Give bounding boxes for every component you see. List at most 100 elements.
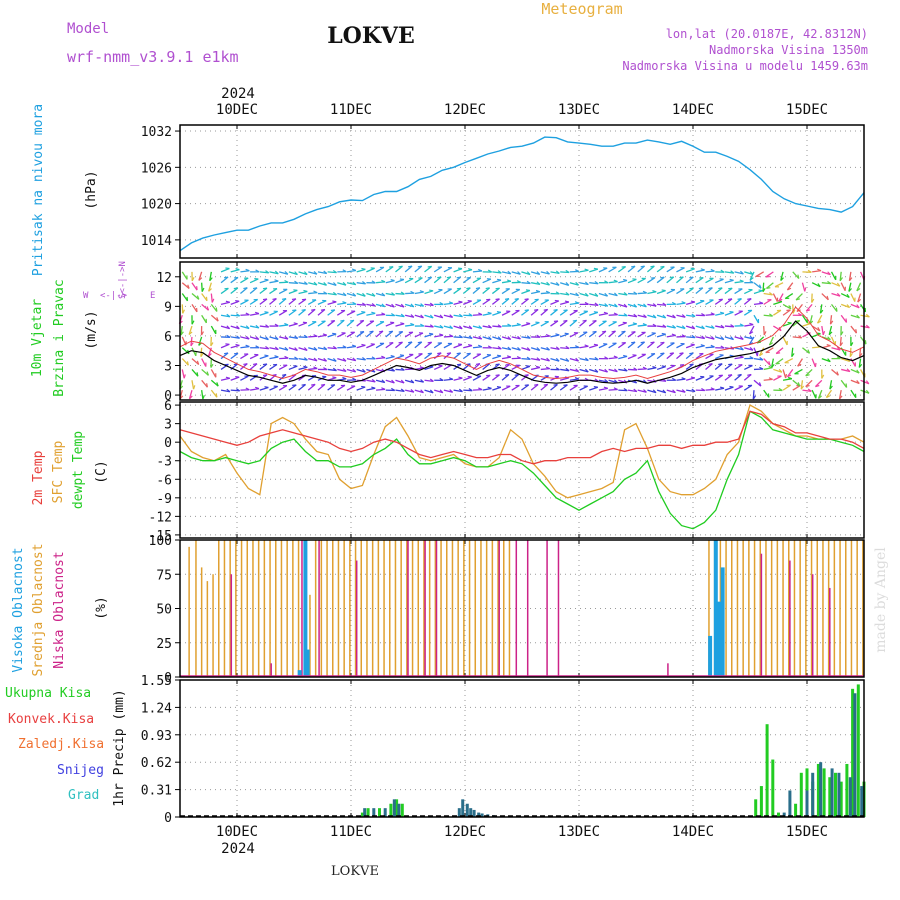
wind-arrow	[269, 374, 277, 381]
wind-arrow-head	[524, 298, 529, 301]
cloud-ytick-label: 100	[149, 534, 172, 549]
wind-arrow-head	[690, 300, 695, 303]
wind-arrow-head	[439, 389, 444, 394]
wind-arrow	[346, 292, 356, 297]
wind-arrow-head	[603, 386, 608, 389]
total-rain-bars	[360, 684, 866, 817]
wind-arrow	[686, 389, 696, 393]
wind-arrow	[492, 279, 502, 284]
compass-legend: S<-|->N W <-|-> E	[83, 261, 155, 301]
wind-arrow	[840, 282, 846, 292]
wind-arrow	[705, 277, 714, 284]
wind-arrow-head	[805, 374, 810, 377]
wind-arrow-head	[245, 325, 250, 329]
wind-arrow	[715, 325, 725, 329]
wind-arrow-head	[839, 395, 843, 400]
total-rain-bar	[754, 799, 758, 817]
wind-arrow-head	[410, 290, 415, 294]
wind-arrow-head	[514, 298, 519, 300]
wind-arrow	[269, 363, 278, 370]
wind-arrow	[784, 293, 794, 300]
wind-arrow	[463, 376, 472, 381]
wind-arrow-head	[323, 367, 328, 371]
wind-arrow-head	[536, 271, 541, 275]
wind-arrow-head	[681, 377, 686, 380]
wind-arrow-head	[652, 314, 657, 319]
wind-arrow	[230, 352, 239, 360]
wind-arrow-head	[752, 395, 756, 400]
wind-arrow-head	[206, 306, 210, 311]
wind-arrow	[366, 379, 376, 383]
total-rain-bar	[851, 688, 855, 817]
wind-arrow	[501, 288, 511, 295]
wind-arrow-head	[340, 319, 345, 322]
wind-arrow	[259, 363, 268, 370]
wind-arrow	[356, 303, 366, 306]
wind-arrow-head	[759, 357, 764, 361]
wind-arrow	[472, 277, 482, 284]
wind-arrow-head	[496, 278, 502, 281]
wind-arrow	[579, 310, 588, 316]
temp-ylabel-sfc: SFC Temp	[51, 441, 66, 504]
wind-arrow-head	[245, 268, 250, 272]
precipitation-ytick-label: 0.62	[141, 756, 172, 771]
wind-arrow	[346, 282, 356, 286]
wind-arrow-head	[766, 287, 771, 290]
wind-arrow	[376, 281, 386, 284]
year-top: 2024	[221, 86, 255, 102]
wind-arrow	[589, 386, 598, 391]
wind-arrow	[666, 314, 676, 319]
wind-arrow-head	[563, 384, 568, 386]
wind-arrow-head	[565, 357, 570, 362]
wind-arrow	[685, 325, 695, 330]
wind-ytick-label: 9	[164, 300, 172, 315]
low-cloud-bar	[760, 553, 763, 677]
wind-arrow-head	[235, 300, 240, 302]
wind-arrow-head	[846, 293, 850, 298]
wind-arrow-head	[691, 334, 696, 339]
wind-arrow	[472, 375, 482, 381]
wind-arrow-head	[362, 302, 366, 306]
wind-arrow	[656, 276, 665, 284]
mid-cloud-bar	[446, 540, 448, 677]
wind-arrow	[792, 319, 801, 327]
snow-bar	[819, 762, 823, 817]
wind-arrow-head	[186, 361, 189, 366]
mid-cloud-bar	[337, 540, 340, 677]
mid-cloud-bar	[799, 540, 801, 677]
wind-arrow	[856, 282, 862, 292]
wind-arrow	[308, 367, 318, 371]
wind-arrow	[608, 342, 617, 349]
wind-arrow-head	[739, 346, 744, 351]
wind-arrow	[734, 356, 744, 360]
day-label-bottom: 14DEC	[672, 824, 714, 840]
wind-arrow-head	[546, 270, 550, 275]
wind-arrow-head	[456, 352, 461, 355]
wind-arrow-head	[807, 269, 812, 273]
wind-arrow	[288, 271, 298, 276]
wind-arrow	[637, 331, 646, 338]
wind-arrow	[559, 384, 568, 391]
wind-arrow-head	[352, 301, 357, 305]
wind-arrow-head	[756, 341, 762, 344]
wind-arrow	[666, 334, 676, 338]
wind-arrow-head	[858, 363, 863, 368]
wind-arrow-head	[739, 355, 744, 358]
wind-arrow-head	[850, 342, 854, 347]
wind-arrow-head	[623, 278, 628, 282]
wind-arrow	[278, 298, 287, 305]
wind-arrow	[656, 290, 666, 295]
wind-arrow	[356, 268, 366, 273]
wind-arrow-head	[245, 335, 250, 340]
wind-arrow	[462, 276, 472, 284]
wind-arrow	[666, 276, 675, 284]
total-rain-bar	[856, 684, 860, 817]
low-cloud-bar	[515, 540, 518, 677]
wind-arrow-head	[817, 268, 822, 272]
wind-arrow-head	[206, 371, 210, 376]
wind-arrow	[188, 325, 193, 335]
wind-arrow-head	[215, 393, 218, 398]
wind-arrow-head	[226, 313, 231, 318]
wind-arrow	[705, 363, 713, 370]
wind-arrow-head	[749, 346, 754, 351]
